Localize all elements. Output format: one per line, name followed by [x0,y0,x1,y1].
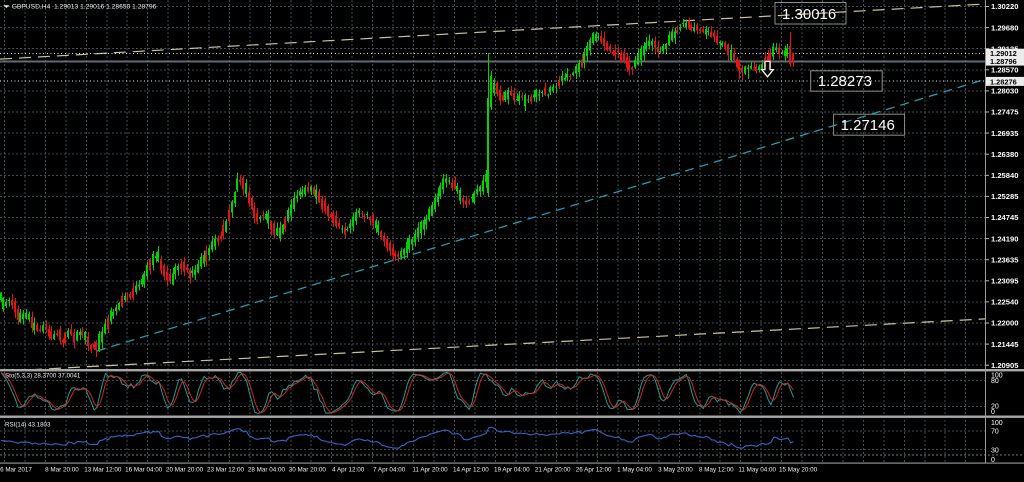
svg-text:1.29012: 1.29012 [990,49,1017,58]
svg-text:1.22000: 1.22000 [991,319,1018,328]
svg-text:3 May 20:00: 3 May 20:00 [658,467,693,474]
svg-text:1.21445: 1.21445 [991,340,1019,349]
svg-text:1.28796: 1.28796 [990,57,1017,66]
svg-text:19 Apr 04:00: 19 Apr 04:00 [494,467,530,474]
svg-text:28 Mar 04:00: 28 Mar 04:00 [248,467,286,474]
svg-text:1.30220: 1.30220 [991,2,1018,11]
svg-text:1.24190: 1.24190 [991,234,1018,243]
svg-text:1 May 04:00: 1 May 04:00 [617,467,652,474]
svg-text:1.25840: 1.25840 [991,171,1018,180]
svg-text:30 Mar 20:00: 30 Mar 20:00 [289,467,327,474]
svg-text:1.27475: 1.27475 [991,108,1019,117]
svg-text:20 Mar 20:00: 20 Mar 20:00 [166,467,204,474]
svg-text:GBPUSD,H4 1.29013 1.29016 1.2: GBPUSD,H4 1.29013 1.29016 1.28650 1.2879… [12,4,157,11]
svg-text:7 Apr 04:00: 7 Apr 04:00 [373,467,406,474]
svg-text:1.23095: 1.23095 [991,277,1019,286]
svg-text:1.28030: 1.28030 [991,87,1018,96]
svg-text:21 Apr 20:00: 21 Apr 20:00 [535,467,571,474]
svg-text:26 Apr 12:00: 26 Apr 12:00 [576,467,612,474]
svg-text:1.24745: 1.24745 [991,213,1019,222]
svg-text:30: 30 [991,447,999,454]
svg-text:23 Mar 12:00: 23 Mar 12:00 [207,467,245,474]
svg-text:0: 0 [991,457,995,464]
svg-text:1.22540: 1.22540 [991,298,1018,307]
svg-text:1.25285: 1.25285 [991,192,1019,201]
svg-text:Sto(5,3,3) 28.3700 37.0041: Sto(5,3,3) 28.3700 37.0041 [5,372,81,379]
svg-text:1.28273: 1.28273 [818,73,872,90]
svg-text:20: 20 [991,403,999,410]
svg-text:100: 100 [991,420,1003,427]
svg-text:16 Mar 04:00: 16 Mar 04:00 [125,467,163,474]
svg-text:1.30016: 1.30016 [782,6,836,23]
svg-text:4 Apr 12:00: 4 Apr 12:00 [332,467,365,474]
svg-text:1.27146: 1.27146 [841,117,895,134]
svg-text:13 Mar 12:00: 13 Mar 12:00 [84,467,122,474]
svg-text:11 Apr 20:00: 11 Apr 20:00 [412,467,448,474]
svg-text:RSI(14) 43.1803: RSI(14) 43.1803 [5,421,51,428]
svg-text:6 Mar 2017: 6 Mar 2017 [0,467,32,474]
svg-text:1.28276: 1.28276 [990,77,1017,86]
svg-text:15 May 20:00: 15 May 20:00 [779,467,818,474]
svg-text:1.26380: 1.26380 [991,150,1018,159]
svg-text:100: 100 [991,373,1003,380]
svg-text:8 Mar 20:00: 8 Mar 20:00 [45,467,79,474]
svg-text:1.29680: 1.29680 [991,23,1018,32]
svg-text:11 May 04:00: 11 May 04:00 [738,467,776,474]
svg-text:70: 70 [991,429,999,436]
svg-text:0: 0 [991,409,995,416]
svg-text:1.28570: 1.28570 [991,66,1018,75]
svg-text:80: 80 [991,378,999,385]
svg-text:1.23635: 1.23635 [991,255,1019,264]
svg-text:14 Apr 12:00: 14 Apr 12:00 [453,467,489,474]
svg-text:1.26935: 1.26935 [991,129,1019,138]
svg-text:1.20905: 1.20905 [991,361,1019,370]
svg-text:8 May 12:00: 8 May 12:00 [699,467,734,474]
